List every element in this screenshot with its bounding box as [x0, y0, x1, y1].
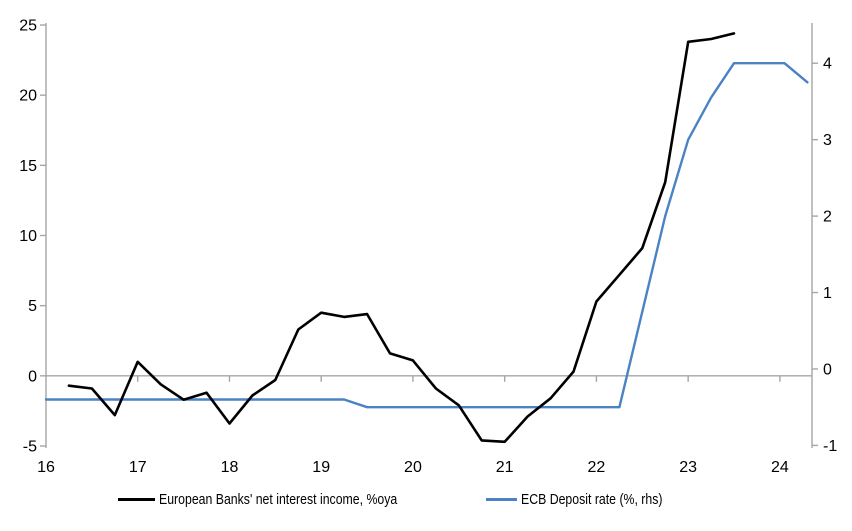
net-interest-income-line	[67, 32, 736, 444]
y-left-tick-label: 15	[19, 158, 37, 175]
y-left-tick-label: 5	[28, 298, 37, 315]
y-right-tick-label: 0	[823, 361, 832, 378]
y-left-tick-label: 0	[28, 368, 37, 385]
y-right-tick-label: 3	[823, 132, 832, 149]
x-axis-tick-label: 24	[771, 459, 789, 476]
ecb-deposit-rate-line	[44, 62, 809, 409]
y-right-tick-label: 2	[823, 209, 832, 226]
x-axis-tick-label: 23	[679, 459, 697, 476]
x-axis-tick-label: 20	[404, 459, 422, 476]
x-axis-tick-label: 16	[37, 459, 55, 476]
x-axis-tick-label: 21	[496, 459, 514, 476]
legend-item-net-interest-income: European Banks' net interest income, %oy…	[118, 491, 450, 508]
y-left-tick-label: 25	[19, 18, 37, 35]
y-right-tick-label: -1	[823, 438, 837, 455]
legend-item-ecb-deposit-rate: ECB Deposit rate (%, rhs)	[485, 490, 694, 508]
x-axis-tick-label: 18	[221, 459, 239, 476]
y-left-tick-label: 10	[19, 228, 37, 245]
legend-label-ecb-deposit-rate: ECB Deposit rate (%, rhs)	[520, 490, 663, 508]
ecb-line-swatch	[485, 497, 517, 501]
x-axis-tick-label: 22	[588, 459, 606, 476]
y-right-tick-label: 1	[823, 285, 832, 302]
chart-legend: European Banks' net interest income, %oy…	[118, 489, 693, 509]
x-axis-tick-label: 17	[129, 459, 147, 476]
nii-line-swatch	[118, 497, 155, 501]
y-right-tick-label: 4	[823, 56, 832, 73]
y-left-tick-label: -5	[23, 439, 37, 456]
legend-label-net-interest-income: European Banks' net interest income, %oy…	[159, 490, 398, 508]
x-axis-tick-label: 19	[312, 459, 330, 476]
y-left-tick-label: 20	[19, 88, 37, 105]
